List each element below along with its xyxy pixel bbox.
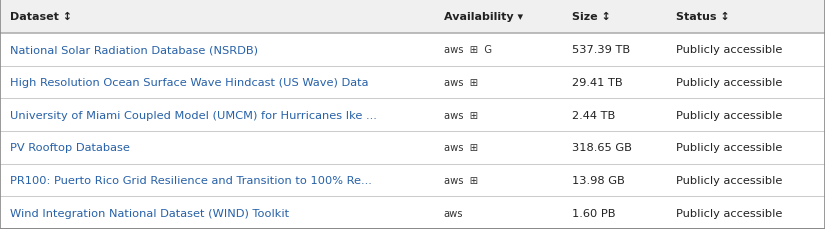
Text: aws  ⊞: aws ⊞	[444, 175, 478, 185]
Bar	[0, 131, 825, 164]
Text: PR100: Puerto Rico Grid Resilience and Transition to 100% Re...: PR100: Puerto Rico Grid Resilience and T…	[10, 175, 372, 185]
Text: 2.44 TB: 2.44 TB	[572, 110, 615, 120]
Text: Dataset ↕: Dataset ↕	[10, 12, 72, 22]
Text: Status ↕: Status ↕	[676, 12, 730, 22]
Text: Size ↕: Size ↕	[572, 12, 610, 22]
Text: Publicly accessible: Publicly accessible	[676, 175, 783, 185]
Bar	[0, 164, 825, 196]
Text: Publicly accessible: Publicly accessible	[676, 78, 783, 88]
Text: 29.41 TB: 29.41 TB	[572, 78, 622, 88]
Text: Publicly accessible: Publicly accessible	[676, 45, 783, 55]
Text: 318.65 GB: 318.65 GB	[572, 143, 632, 153]
Text: Wind Integration National Dataset (WIND) Toolkit: Wind Integration National Dataset (WIND)…	[10, 208, 289, 218]
Bar	[0, 34, 825, 66]
Bar	[0, 66, 825, 99]
Text: Publicly accessible: Publicly accessible	[676, 110, 783, 120]
Text: Availability ▾: Availability ▾	[444, 12, 523, 22]
Text: Publicly accessible: Publicly accessible	[676, 208, 783, 218]
Text: aws  ⊞: aws ⊞	[444, 143, 478, 153]
Text: 537.39 TB: 537.39 TB	[572, 45, 629, 55]
Text: 1.60 PB: 1.60 PB	[572, 208, 615, 218]
Text: University of Miami Coupled Model (UMCM) for Hurricanes Ike ...: University of Miami Coupled Model (UMCM)…	[10, 110, 377, 120]
Bar	[0, 99, 825, 131]
Text: National Solar Radiation Database (NSRDB): National Solar Radiation Database (NSRDB…	[10, 45, 258, 55]
Text: High Resolution Ocean Surface Wave Hindcast (US Wave) Data: High Resolution Ocean Surface Wave Hindc…	[10, 78, 369, 88]
Bar	[0, 0, 825, 34]
Bar	[0, 196, 825, 229]
Text: aws: aws	[444, 208, 464, 218]
Text: Publicly accessible: Publicly accessible	[676, 143, 783, 153]
Text: PV Rooftop Database: PV Rooftop Database	[10, 143, 130, 153]
Text: aws  ⊞  G: aws ⊞ G	[444, 45, 492, 55]
Text: 13.98 GB: 13.98 GB	[572, 175, 625, 185]
Text: aws  ⊞: aws ⊞	[444, 110, 478, 120]
Text: aws  ⊞: aws ⊞	[444, 78, 478, 88]
